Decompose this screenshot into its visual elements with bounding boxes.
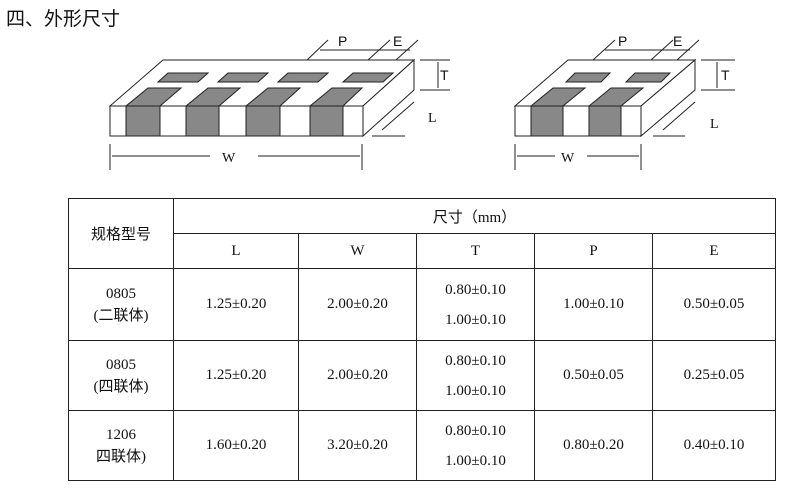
four-terminal-diagram: P E T L W <box>108 33 450 170</box>
l-cell: 1.60±0.20 <box>173 410 299 481</box>
two-terminal-diagram: P E T L W <box>513 33 735 170</box>
col-header-t: T <box>416 233 535 269</box>
model-header: 规格型号 <box>68 198 174 269</box>
e-cell: 0.25±0.05 <box>652 340 776 411</box>
l-cell: 1.25±0.20 <box>173 340 299 411</box>
label-p: P <box>338 33 347 49</box>
label-e: E <box>393 33 402 49</box>
col-header-w: W <box>298 233 417 269</box>
w-cell: 2.00±0.20 <box>298 268 417 341</box>
col-header-p: P <box>534 233 653 269</box>
label-l: L <box>428 111 437 126</box>
t-cell: 0.80±0.10 1.00±0.10 <box>416 340 535 411</box>
label-l: L <box>710 117 719 132</box>
w-cell: 2.00±0.20 <box>298 340 417 411</box>
p-cell: 0.80±0.20 <box>534 410 653 481</box>
model-cell: 1206 四联体) <box>68 410 174 481</box>
section-title: 四、外形尺寸 <box>6 8 121 30</box>
label-p: P <box>618 33 627 49</box>
label-t: T <box>440 67 449 83</box>
label-w: W <box>561 151 575 166</box>
e-cell: 0.50±0.05 <box>652 268 776 341</box>
col-header-l: L <box>173 233 299 269</box>
w-cell: 3.20±0.20 <box>298 410 417 481</box>
model-cell: 0805 (四联体) <box>68 340 174 411</box>
t-cell: 0.80±0.10 1.00±0.10 <box>416 410 535 481</box>
label-t: T <box>721 67 730 83</box>
table-row: 0805 (四联体) 1.25±0.20 2.00±0.20 0.80±0.10 1… <box>68 340 776 411</box>
dimension-header: 尺寸（mm） <box>173 198 776 234</box>
table-row: 0805 (二联体) 1.25±0.20 2.00±0.20 0.80±0.10 1… <box>68 268 776 341</box>
l-cell: 1.25±0.20 <box>173 268 299 341</box>
e-cell: 0.40±0.10 <box>652 410 776 481</box>
col-header-e: E <box>652 233 776 269</box>
label-e: E <box>673 33 682 49</box>
t-cell: 0.80±0.10 1.00±0.10 <box>416 268 535 341</box>
p-cell: 0.50±0.05 <box>534 340 653 411</box>
dimension-table: 规格型号 尺寸（mm） L W T P E 0805 (二联体) 1.25±0.2… <box>68 198 776 481</box>
label-w: W <box>222 151 236 166</box>
p-cell: 1.00±0.10 <box>534 268 653 341</box>
model-cell: 0805 (二联体) <box>68 268 174 341</box>
table-row: 1206 四联体) 1.60±0.20 3.20±0.20 0.80±0.10 1.… <box>68 410 776 481</box>
